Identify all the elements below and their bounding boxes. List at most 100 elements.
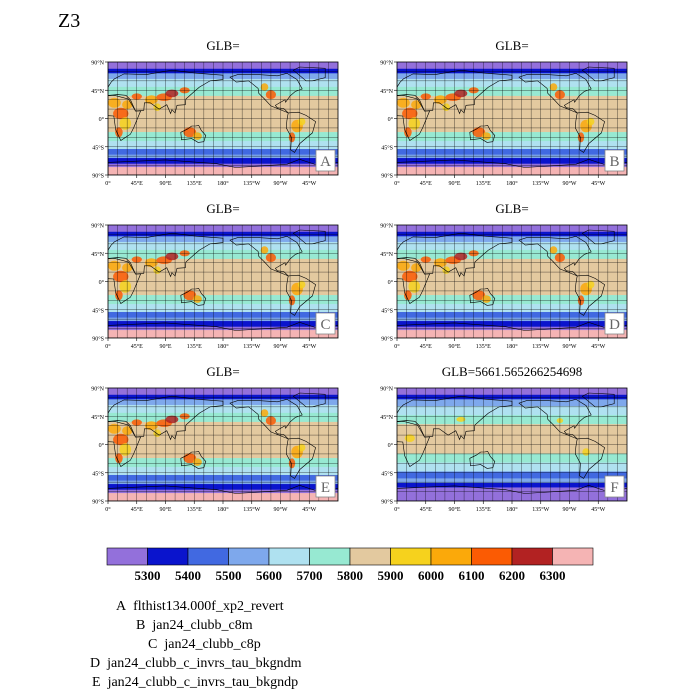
lat-tick-label: 90°N bbox=[380, 223, 393, 230]
warm-patch bbox=[165, 252, 179, 261]
colorbar-label: 5900 bbox=[378, 568, 404, 583]
coastline bbox=[518, 398, 592, 440]
coastline bbox=[229, 398, 303, 440]
colorbar-label: 5600 bbox=[256, 568, 282, 583]
panel-label: C bbox=[320, 317, 330, 333]
lat-tick-label: 0° bbox=[99, 116, 105, 123]
colorbar-swatch bbox=[349, 547, 391, 566]
warm-patch bbox=[192, 295, 202, 303]
map-svg: 90°N45°N0°45°S90°S0° 45°E 90°E 135°E 180° 135… bbox=[380, 60, 628, 187]
warm-patch bbox=[119, 443, 132, 456]
colorbar-label: 5400 bbox=[175, 568, 201, 583]
lon-tick-label: 180° bbox=[217, 180, 229, 187]
panel-label: A bbox=[320, 154, 331, 170]
lat-tick-label: 90°S bbox=[381, 336, 393, 343]
lat-tick-label: 90°S bbox=[92, 336, 104, 343]
warm-patch bbox=[115, 453, 123, 464]
legend-case-name: jan24_clubb_c8p bbox=[164, 637, 261, 652]
lon-tick-label: 45°W bbox=[302, 180, 316, 187]
coastline bbox=[397, 420, 431, 467]
warm-patch bbox=[397, 260, 410, 271]
lat-tick-label: 90°N bbox=[380, 60, 393, 67]
warm-patch bbox=[192, 132, 202, 140]
map-svg: 90°N45°N0°45°S90°S0° 45°E 90°E 135°E 180° 135… bbox=[91, 386, 339, 513]
coastline bbox=[397, 257, 431, 304]
warm-patch bbox=[113, 107, 129, 120]
lon-tick-label: 45°W bbox=[302, 343, 316, 350]
lon-tick-label: 135°W bbox=[532, 343, 549, 350]
warm-patch bbox=[113, 433, 129, 446]
lon-tick-label: 90°E bbox=[159, 343, 171, 350]
panel-label-box bbox=[604, 475, 625, 498]
warm-patch bbox=[113, 270, 129, 283]
lat-tick-label: 90°N bbox=[91, 223, 104, 230]
warm-patch bbox=[108, 260, 121, 271]
coastline bbox=[518, 235, 592, 277]
legend-letter: B bbox=[136, 618, 146, 633]
coastline bbox=[180, 125, 207, 143]
lat-tick-label: 45°N bbox=[91, 88, 104, 95]
warm-patch bbox=[260, 409, 269, 417]
coastline bbox=[574, 111, 605, 153]
warm-patch bbox=[481, 295, 491, 303]
warm-patch bbox=[454, 252, 468, 261]
warm-patch bbox=[297, 117, 306, 126]
lon-tick-label: 90°W bbox=[273, 180, 287, 187]
coastline bbox=[574, 437, 605, 479]
map-panel-f: GLB=5661.565266254698 90°N 45°N 0° 45°S 90°S 0… bbox=[352, 358, 647, 519]
colorbar-label: 6000 bbox=[418, 568, 444, 583]
panel-label-box bbox=[604, 149, 625, 172]
map-svg: 90°N45°N0°45°S90°S0° 45°E 90°E 135°E 180° 135… bbox=[380, 386, 628, 513]
coastline bbox=[397, 395, 513, 441]
legend-letter: C bbox=[148, 637, 158, 652]
lon-tick-label: 90°E bbox=[159, 506, 171, 513]
coastline bbox=[292, 66, 326, 82]
colorbar-label: 5500 bbox=[216, 568, 242, 583]
panel-title: GLB= bbox=[495, 38, 529, 53]
lon-tick-label: 90°E bbox=[448, 506, 460, 513]
colorbar-label: 5800 bbox=[337, 568, 363, 583]
lon-tick-label: 45°E bbox=[420, 343, 432, 350]
coastline bbox=[292, 229, 326, 245]
warm-patch bbox=[397, 97, 410, 108]
lat-tick-label: 45°S bbox=[381, 307, 393, 314]
panel-label-box bbox=[604, 312, 625, 335]
map-panel-b: GLB= 90°N 45°N 0° 45°S 90°S 0° 45°E 90°E 135°E 180… bbox=[352, 32, 647, 193]
lon-tick-label: 45°E bbox=[131, 343, 143, 350]
legend-letter: E bbox=[92, 675, 101, 690]
panel-label: D bbox=[609, 317, 620, 333]
lon-tick-label: 135°E bbox=[187, 180, 202, 187]
lat-tick-label: 90°S bbox=[381, 499, 393, 506]
warm-patch bbox=[260, 83, 269, 91]
coastline bbox=[108, 232, 224, 278]
panel-label: E bbox=[321, 480, 330, 496]
lon-tick-label: 45°E bbox=[420, 180, 432, 187]
colorbar-swatch bbox=[187, 547, 229, 566]
colorbar-swatch bbox=[309, 547, 351, 566]
warm-patch bbox=[115, 127, 123, 138]
warm-patch bbox=[404, 434, 415, 442]
lon-tick-label: 180° bbox=[217, 506, 229, 513]
warm-patch bbox=[454, 89, 468, 98]
panel-title: GLB=5661.565266254698 bbox=[441, 364, 583, 379]
map-panel-a: GLB= 90°N 45°N 0° 45°S 90°S 0° 45°E 90°E 135°E 180… bbox=[63, 32, 358, 193]
warm-patch bbox=[297, 443, 306, 452]
warm-patch bbox=[119, 280, 132, 293]
coastline bbox=[397, 232, 513, 278]
coastline bbox=[581, 66, 615, 82]
coastline bbox=[292, 392, 326, 408]
panel-title: GLB= bbox=[495, 201, 529, 216]
legend-case-name: jan24_clubb_c8m bbox=[152, 618, 253, 633]
colorbar-swatch bbox=[106, 547, 148, 566]
lat-tick-label: 45°S bbox=[381, 144, 393, 151]
coastline bbox=[469, 451, 496, 469]
warm-patch bbox=[115, 290, 123, 301]
map-svg: 90°N45°N0°45°S90°S0° 45°E 90°E 135°E 180° 135… bbox=[380, 223, 628, 350]
lon-tick-label: 135°W bbox=[243, 506, 260, 513]
lat-tick-label: 45°N bbox=[380, 251, 393, 258]
coastline bbox=[285, 111, 316, 153]
lon-tick-label: 135°W bbox=[532, 180, 549, 187]
lon-tick-label: 135°W bbox=[243, 343, 260, 350]
warm-patch bbox=[108, 97, 121, 108]
panel-label-box bbox=[315, 149, 336, 172]
